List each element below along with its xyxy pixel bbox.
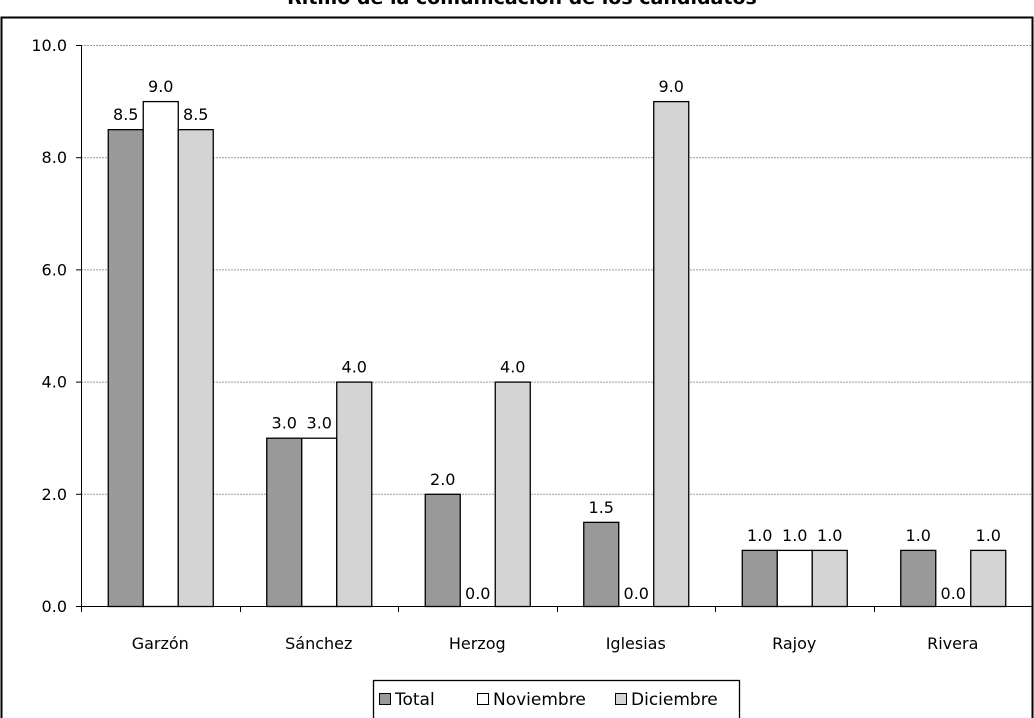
x-tick-label: Rivera xyxy=(927,634,978,653)
x-tick-label: Sánchez xyxy=(285,634,352,653)
bar-noviembre xyxy=(776,549,813,608)
legend-swatch-noviembre xyxy=(477,693,489,705)
data-label: 3.0 xyxy=(272,414,297,433)
x-tick-label: Rajoy xyxy=(772,634,816,653)
data-label: 1.0 xyxy=(906,526,931,545)
legend-label-diciembre: Diciembre xyxy=(631,690,718,710)
bar-total xyxy=(266,437,303,608)
x-tick-label: Garzón xyxy=(132,634,189,653)
y-tick-label: 10.0 xyxy=(31,36,67,55)
bar-total xyxy=(424,493,461,608)
legend-label-total: Total xyxy=(394,690,435,710)
x-tick-label: Iglesias xyxy=(606,634,666,653)
bar-diciembre xyxy=(970,549,1007,608)
y-tick-label: 2.0 xyxy=(42,485,67,504)
data-label: 9.0 xyxy=(659,77,684,96)
bar-total xyxy=(583,521,620,608)
data-label: 4.0 xyxy=(500,358,525,377)
bar-total xyxy=(741,549,778,608)
y-tick-label: 0.0 xyxy=(42,597,67,616)
bar-noviembre xyxy=(142,100,179,608)
data-label: 1.0 xyxy=(747,526,772,545)
data-label: 0.0 xyxy=(465,584,490,603)
legend-swatch-diciembre xyxy=(615,693,627,705)
data-label: 0.0 xyxy=(624,584,649,603)
y-tick-label: 4.0 xyxy=(42,373,67,392)
bar-diciembre xyxy=(177,128,214,608)
data-label: 2.0 xyxy=(430,470,455,489)
chart-title: Ritmo de la comunicación de los candidat… xyxy=(287,0,757,9)
bar-diciembre xyxy=(494,381,531,608)
bar-noviembre xyxy=(301,437,338,608)
data-label: 8.5 xyxy=(183,105,208,124)
bar-total xyxy=(900,549,937,608)
legend-swatch-total xyxy=(379,693,391,705)
bar-diciembre xyxy=(653,100,690,608)
bar-diciembre xyxy=(811,549,848,608)
legend-label-noviembre: Noviembre xyxy=(493,690,586,710)
chart-border xyxy=(0,16,1034,718)
legend-box xyxy=(372,679,741,718)
data-label: 0.0 xyxy=(941,584,966,603)
data-label: 1.0 xyxy=(976,526,1001,545)
plot-area: 0.0 2.0 4.0 6.0 8.0 10.0 8.5 9.0 8.5 Garzón 3.0 3.0… xyxy=(31,36,1033,653)
data-label: 1.0 xyxy=(817,526,842,545)
data-label: 1.0 xyxy=(782,526,807,545)
y-tick-label: 8.0 xyxy=(42,148,67,167)
data-label: 1.5 xyxy=(589,498,614,517)
bar-diciembre xyxy=(336,381,373,608)
data-label: 4.0 xyxy=(342,358,367,377)
bar-total xyxy=(107,128,144,608)
data-label: 8.5 xyxy=(113,105,138,124)
data-label: 9.0 xyxy=(148,77,173,96)
x-tick-label: Herzog xyxy=(449,634,506,653)
legend: Total Noviembre Diciembre xyxy=(372,679,741,718)
data-label: 3.0 xyxy=(307,414,332,433)
y-tick-label: 6.0 xyxy=(42,260,67,279)
